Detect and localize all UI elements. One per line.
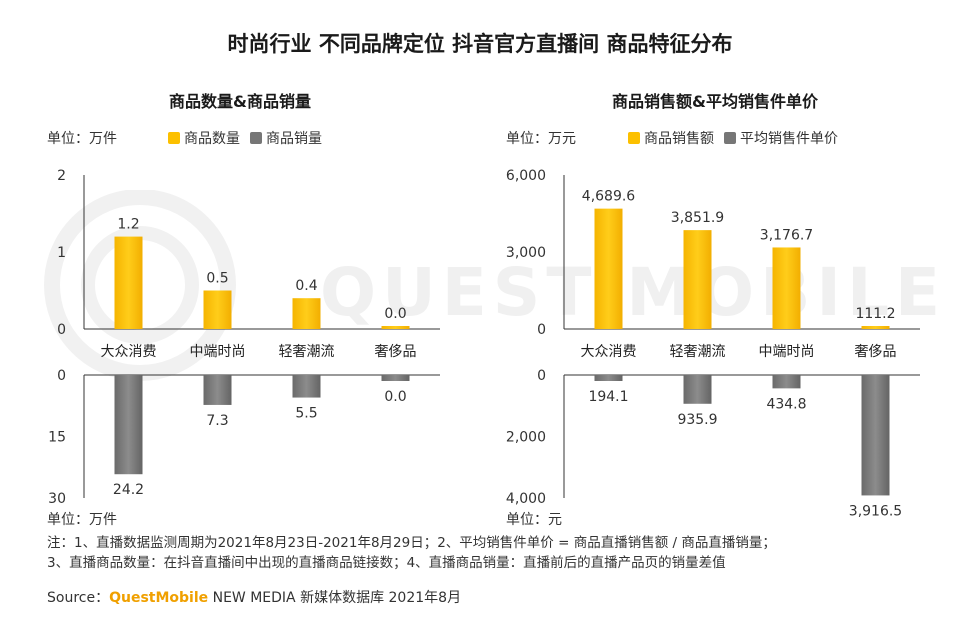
category-label: 中端时尚 <box>190 344 246 360</box>
bottom-y-tick-label: 30 <box>48 491 66 507</box>
bar-bottom <box>594 375 623 381</box>
bar-top <box>683 230 712 329</box>
left-unit-bottom: 单位：万件 <box>47 512 117 528</box>
footnote-line-1: 注：1、直播数据监测周期为2021年8月23日-2021年8月29日；2、平均销… <box>47 535 776 551</box>
data-label-top: 0.4 <box>295 278 317 294</box>
bottom-y-tick-label: 0 <box>57 368 66 384</box>
top-y-tick-label: 3,000 <box>506 245 546 261</box>
bar-top <box>292 298 321 329</box>
watermark: QUEST MOBILE <box>44 190 946 381</box>
bar-bottom <box>772 375 801 389</box>
category-label: 轻奢潮流 <box>670 344 726 360</box>
top-y-tick-label: 2 <box>57 168 66 184</box>
right-chart: 0 3,000 6,000 0 2,000 4,000 4,689.6 大众消费 194.1 3,… <box>506 168 920 519</box>
bar-top <box>203 290 232 329</box>
category-label: 大众消费 <box>581 344 637 360</box>
bar-top <box>114 236 143 329</box>
source-line: Source：QuestMobile NEW MEDIA 新媒体数据库 2021… <box>47 587 461 607</box>
source-brand: QuestMobile <box>109 590 209 606</box>
bar-top <box>594 208 623 329</box>
bottom-y-tick-label: 4,000 <box>506 491 546 507</box>
bar-bottom <box>114 375 143 475</box>
right-unit-top: 单位：万元 <box>506 131 576 147</box>
source-prefix: Source： <box>47 590 110 606</box>
data-label-bottom: 24.2 <box>113 482 144 498</box>
right-chart-title: 商品销售额&平均销售件单价 <box>612 92 818 111</box>
data-label-bottom: 194.1 <box>588 389 628 405</box>
source-rest: NEW MEDIA 新媒体数据库 2021年8月 <box>208 590 462 606</box>
data-label-bottom: 7.3 <box>206 413 228 429</box>
left-chart: 0 1 2 0 15 30 1.2 大众消费 24.2 0.5 中端时尚 7.3 0.4 轻奢潮流 5.5 0… <box>48 168 440 507</box>
legend-label-sales-amount: 商品销售额 <box>644 131 714 147</box>
bottom-y-tick-label: 15 <box>48 430 66 446</box>
data-label-bottom: 3,916.5 <box>849 503 902 519</box>
right-unit-bottom: 单位：元 <box>506 512 562 528</box>
top-y-tick-label: 1 <box>57 245 66 261</box>
page-title: 时尚行业 不同品牌定位 抖音官方直播间 商品特征分布 <box>227 32 733 56</box>
bar-bottom <box>292 375 321 398</box>
data-label-top: 0.0 <box>384 306 406 322</box>
category-label: 奢侈品 <box>855 344 897 360</box>
bar-bottom <box>381 375 410 381</box>
left-chart-title: 商品数量&商品销量 <box>169 92 311 111</box>
category-label: 轻奢潮流 <box>279 344 335 360</box>
right-legend: 商品销售额 平均销售件单价 <box>628 128 838 148</box>
left-legend: 商品数量 商品销量 <box>168 128 322 148</box>
data-label-bottom: 5.5 <box>295 406 317 422</box>
data-label-top: 111.2 <box>855 306 895 322</box>
bar-bottom <box>203 375 232 405</box>
legend-swatch-sales-amount <box>628 132 640 144</box>
data-label-top: 3,176.7 <box>760 227 813 243</box>
legend-swatch-avg-price <box>724 132 736 144</box>
data-label-bottom: 935.9 <box>677 412 717 428</box>
legend-label-product-count: 商品数量 <box>184 131 240 147</box>
top-y-tick-label: 6,000 <box>506 168 546 184</box>
bar-top <box>381 326 410 329</box>
data-label-top: 1.2 <box>117 217 139 233</box>
svg-text:QUEST MOBILE: QUEST MOBILE <box>320 254 946 331</box>
bar-bottom <box>861 375 890 496</box>
legend-label-product-sales: 商品销量 <box>266 131 322 147</box>
footnote-line-2: 3、直播商品数量：在抖音直播间中出现的直播商品链接数；4、直播商品销量：直播前后… <box>47 555 726 571</box>
bar-top <box>772 247 801 329</box>
legend-swatch-product-count <box>168 132 180 144</box>
data-label-top: 4,689.6 <box>582 189 636 205</box>
legend-swatch-product-sales <box>250 132 262 144</box>
bar-bottom <box>683 375 712 404</box>
top-y-tick-label: 0 <box>57 322 66 338</box>
category-label: 中端时尚 <box>759 344 815 360</box>
bar-top <box>861 326 890 329</box>
data-label-bottom: 0.0 <box>384 389 406 405</box>
data-label-top: 0.5 <box>206 271 228 287</box>
category-label: 大众消费 <box>101 344 157 360</box>
left-unit-top: 单位：万件 <box>47 131 117 147</box>
category-label: 奢侈品 <box>375 344 417 360</box>
bottom-y-tick-label: 2,000 <box>506 430 546 446</box>
bottom-y-tick-label: 0 <box>537 368 546 384</box>
top-y-tick-label: 0 <box>537 322 546 338</box>
legend-label-avg-price: 平均销售件单价 <box>740 131 838 147</box>
data-label-bottom: 434.8 <box>766 396 806 412</box>
data-label-top: 3,851.9 <box>671 210 724 226</box>
